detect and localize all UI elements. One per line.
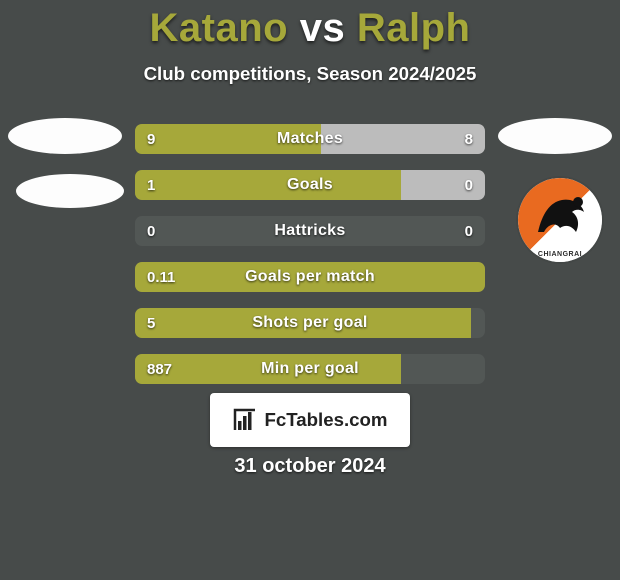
- comparison-subtitle: Club competitions, Season 2024/2025: [0, 63, 620, 85]
- stat-label: Hattricks: [135, 216, 485, 246]
- left-country-flag-icon: [8, 118, 122, 154]
- stat-label: Matches: [135, 124, 485, 154]
- comparison-title: Katano vs Ralph: [0, 6, 620, 51]
- stat-row: 98Matches: [135, 124, 485, 154]
- player-2-name: Ralph: [357, 6, 471, 50]
- player-1-name: Katano: [150, 6, 289, 50]
- right-country-flag-icon: [498, 118, 612, 154]
- stat-bars: 98Matches 10Goals 00Hattricks 0.11Goals per…: [135, 124, 485, 400]
- stat-label: Min per goal: [135, 354, 485, 384]
- brand-logo-icon: [232, 407, 258, 433]
- stat-label: Goals: [135, 170, 485, 200]
- stat-row: 0.11Goals per match: [135, 262, 485, 292]
- panther-silhouette-icon: [532, 192, 588, 240]
- stat-label: Goals per match: [135, 262, 485, 292]
- brand-badge: FcTables.com: [210, 393, 410, 447]
- versus-text: vs: [300, 6, 346, 50]
- right-club-crest-icon: CHIANGRAI: [518, 178, 602, 262]
- stat-row: 887Min per goal: [135, 354, 485, 384]
- stat-row: 5Shots per goal: [135, 308, 485, 338]
- stat-label: Shots per goal: [135, 308, 485, 338]
- stat-row: 10Goals: [135, 170, 485, 200]
- stat-row: 00Hattricks: [135, 216, 485, 246]
- brand-text: FcTables.com: [264, 409, 387, 431]
- left-club-flag-icon: [16, 174, 124, 208]
- crest-label: CHIANGRAI: [518, 251, 602, 258]
- snapshot-date: 31 october 2024: [0, 455, 620, 478]
